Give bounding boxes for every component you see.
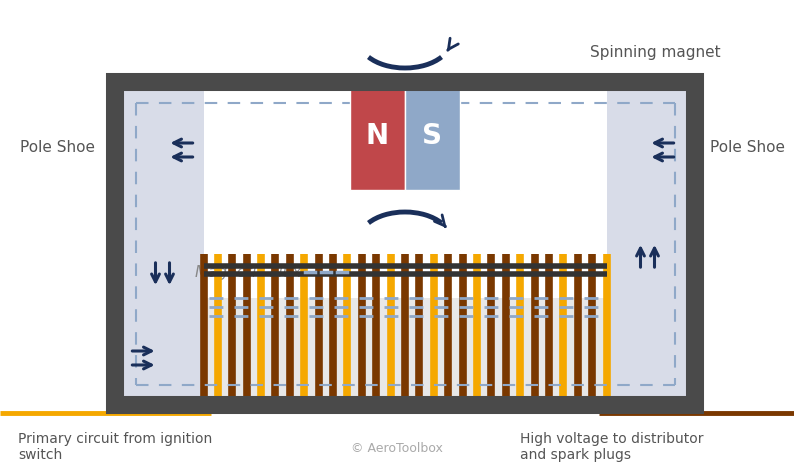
Text: High voltage to distributor
and spark plugs: High voltage to distributor and spark pl…	[520, 432, 703, 462]
Text: Primary circuit from ignition
switch: Primary circuit from ignition switch	[18, 432, 212, 462]
Bar	[405, 82, 460, 190]
Text: Spinning magnet: Spinning magnet	[590, 44, 721, 59]
Bar	[115, 82, 695, 405]
Text: N: N	[366, 122, 389, 150]
Text: S: S	[422, 122, 442, 150]
Bar	[203, 88, 607, 298]
Text: Pole Shoe: Pole Shoe	[711, 140, 785, 155]
Bar	[121, 88, 203, 197]
Text: © AeroToolbox: © AeroToolbox	[351, 441, 443, 454]
Bar	[121, 88, 688, 398]
Bar	[350, 82, 405, 190]
Text: Pole Shoe: Pole Shoe	[21, 140, 95, 155]
Text: Magnetic Flux: Magnetic Flux	[195, 264, 301, 279]
Bar	[121, 197, 203, 398]
Bar	[607, 88, 688, 197]
Bar	[607, 197, 688, 398]
